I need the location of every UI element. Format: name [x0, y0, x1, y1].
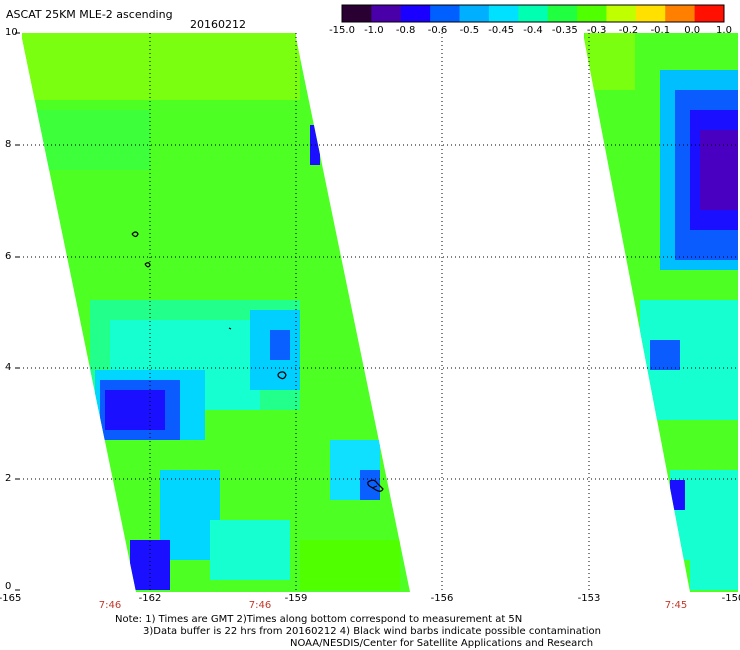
- colorbar-tick-label: 1.0: [716, 25, 732, 36]
- swath-left: [22, 33, 410, 592]
- colorbar-swatch: [459, 5, 490, 22]
- colorbar: [341, 4, 725, 23]
- colorbar-tick-label: -0.1: [650, 25, 671, 36]
- colorbar-swatch: [518, 5, 549, 22]
- colorbar-swatch: [371, 5, 402, 22]
- time-label: 7:46: [248, 600, 272, 611]
- colorbar-tick-label: -0.3: [586, 25, 607, 36]
- lat-label: 4: [5, 362, 12, 373]
- lon-label: -156: [430, 593, 454, 604]
- map-title: ASCAT 25KM MLE-2 ascending: [6, 8, 173, 21]
- axis-ticks: [15, 32, 20, 591]
- colorbar-swatch: [665, 5, 696, 22]
- colorbar-swatch: [635, 5, 666, 22]
- lat-label: 8: [5, 139, 12, 150]
- colorbar-swatch: [606, 5, 637, 22]
- colorbar-tick-label: 0.0: [684, 25, 701, 36]
- lon-label: -150: [721, 593, 740, 604]
- lon-label: -153: [577, 593, 601, 604]
- note-line-3: NOAA/NESDIS/Center for Satellite Applica…: [290, 638, 594, 649]
- lat-label: 2: [5, 473, 12, 484]
- colorbar-tick-label: -0.35: [551, 25, 578, 36]
- colorbar-tick-label: -0.5: [459, 25, 480, 36]
- colorbar-tick-label: -1.0: [364, 25, 384, 36]
- colorbar-border: [341, 4, 725, 23]
- time-label: 7:45: [664, 600, 688, 611]
- lat-label: 10: [5, 27, 18, 38]
- colorbar-tick-label: -0.6: [427, 25, 448, 36]
- map-date: 20160212: [190, 18, 246, 31]
- swath-right: [584, 33, 738, 592]
- colorbar-tick-label: -0.4: [523, 25, 543, 36]
- colorbar-tick-label: -15.0: [329, 25, 355, 36]
- island-contours: [131, 231, 384, 492]
- colorbar-swatch: [430, 5, 461, 22]
- colorbar-tick-label: -0.45: [488, 25, 515, 36]
- colorbar-swatch: [400, 5, 431, 22]
- colorbar-swatch: [342, 5, 372, 22]
- lon-label: -165: [0, 593, 22, 604]
- grid-lines: [15, 33, 738, 590]
- colorbar-tick-label: -0.8: [395, 25, 416, 36]
- lat-label: 6: [5, 251, 12, 262]
- time-label: 7:46: [98, 600, 122, 611]
- colorbar-swatch: [577, 5, 607, 22]
- lon-label: -159: [284, 593, 308, 604]
- note-line-2: 3)Data buffer is 22 hrs from 20160212 4)…: [143, 626, 601, 637]
- note-line-1: Note: 1) Times are GMT 2)Times along bot…: [115, 614, 523, 625]
- colorbar-swatch: [488, 5, 519, 22]
- colorbar-swatch: [694, 5, 725, 22]
- lon-label: -162: [138, 593, 162, 604]
- lat-label: 0: [5, 581, 12, 592]
- colorbar-swatch: [547, 5, 578, 22]
- colorbar-tick-label: -0.2: [618, 25, 639, 36]
